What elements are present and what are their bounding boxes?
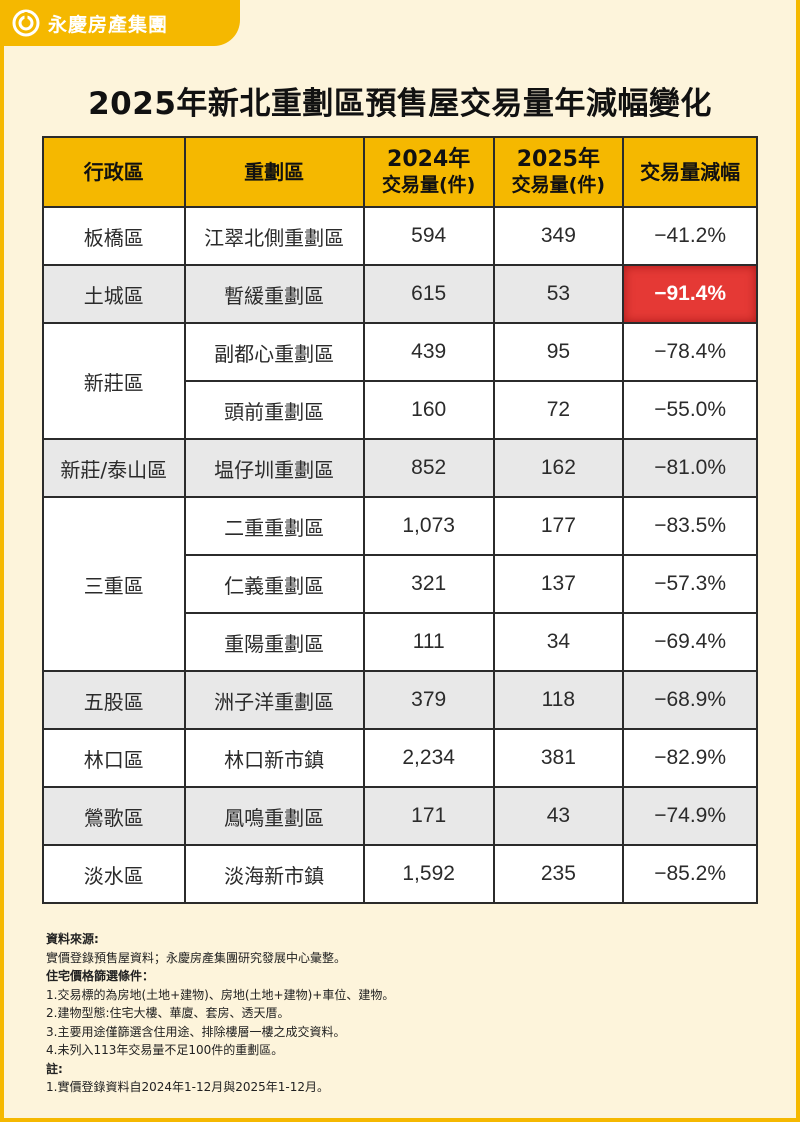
zone-cell: 洲子洋重劃區: [183, 670, 365, 730]
zone-cell: 塭仔圳重劃區: [183, 438, 365, 498]
header-zone: 重劃區: [183, 136, 365, 208]
volume-2025-cell: 381: [492, 728, 625, 788]
table-row: 三重區 二重重劃區 1,073 177 −83.5%: [42, 496, 758, 672]
table-row: 鶯歌區 鳳鳴重劃區 171 43 −74.9%: [42, 786, 758, 846]
volume-2025-cell: 235: [492, 844, 625, 904]
district-cell: 三重區: [42, 496, 186, 672]
header-change: 交易量減幅: [622, 136, 758, 208]
source-text: 實價登錄預售屋資料；永慶房產集團研究發展中心彙整。: [46, 950, 347, 965]
table-row: 頭前重劃區 160 72 −55.0%: [43, 380, 758, 440]
change-cell: −85.2%: [622, 844, 758, 904]
volume-2025-cell: 162: [492, 438, 625, 498]
volume-2025-cell: 95: [492, 322, 625, 382]
table-row: 五股區 洲子洋重劃區 379 118 −68.9%: [42, 670, 758, 730]
zone-cell: 暫緩重劃區: [183, 264, 365, 324]
change-cell: −74.9%: [622, 786, 758, 846]
table-header-row: 行政區 重劃區 2024年 交易量(件) 2025年 交易量(件) 交易量減幅: [42, 136, 758, 208]
data-table: 行政區 重劃區 2024年 交易量(件) 2025年 交易量(件) 交易量減幅 …: [42, 136, 758, 904]
volume-2025-cell: 118: [492, 670, 625, 730]
header-2024-year: 2024年: [387, 147, 471, 173]
brand-name: 永慶房產集團: [48, 13, 169, 36]
change-cell: −68.9%: [622, 670, 758, 730]
header-2025-unit: 交易量(件): [511, 173, 606, 196]
header-2025-year: 2025年: [516, 147, 600, 173]
volume-2025-cell: 72: [492, 380, 625, 440]
table-row: 重陽重劃區 111 34 −69.4%: [43, 612, 758, 672]
volume-2025-cell: 53: [492, 264, 625, 324]
zone-cell: 二重重劃區: [183, 496, 365, 556]
volume-2025-cell: 177: [492, 496, 625, 556]
volume-2025-cell: 43: [492, 786, 625, 846]
volume-2024-cell: 171: [362, 786, 495, 846]
zone-cell: 副都心重劃區: [183, 322, 365, 382]
district-cell: 林口區: [42, 728, 186, 788]
header-2024-unit: 交易量(件): [381, 173, 476, 196]
volume-2024-cell: 852: [362, 438, 495, 498]
zone-cell: 江翠北側重劃區: [183, 206, 365, 266]
district-cell: 五股區: [42, 670, 186, 730]
volume-2024-cell: 1,073: [362, 496, 495, 556]
footnotes: 資料來源: 實價登錄預售屋資料；永慶房產集團研究發展中心彙整。 住宅價格篩選條件…: [46, 930, 756, 1097]
volume-2025-cell: 34: [492, 612, 625, 672]
zone-cell: 林口新市鎮: [183, 728, 365, 788]
change-cell: −78.4%: [622, 322, 758, 382]
district-cell: 鶯歌區: [42, 786, 186, 846]
volume-2024-cell: 2,234: [362, 728, 495, 788]
district-cell: 新莊/泰山區: [42, 438, 186, 498]
header-2025: 2025年 交易量(件): [492, 136, 625, 208]
change-cell: −69.4%: [622, 612, 758, 672]
table-row: 仁義重劃區 321 137 −57.3%: [43, 554, 758, 614]
table-row: 土城區 暫緩重劃區 615 53 −91.4%: [42, 264, 758, 324]
district-cell: 板橋區: [42, 206, 186, 266]
volume-2024-cell: 160: [362, 380, 495, 440]
table-row: 林口區 林口新市鎮 2,234 381 −82.9%: [42, 728, 758, 788]
district-cell: 土城區: [42, 264, 186, 324]
criteria-item: 2.建物型態:住宅大樓、華廈、套房、透天厝。: [46, 1006, 290, 1020]
volume-2025-cell: 349: [492, 206, 625, 266]
note-heading: 註:: [46, 1061, 63, 1076]
zone-cell: 重陽重劃區: [183, 612, 365, 672]
zone-cell: 淡海新市鎮: [183, 844, 365, 904]
brand-logo: 永慶房產集團: [0, 0, 240, 46]
table-row: 新莊/泰山區 塭仔圳重劃區 852 162 −81.0%: [42, 438, 758, 498]
page-title: 2025年新北重劃區預售屋交易量年減幅變化: [88, 86, 712, 122]
change-cell: −57.3%: [622, 554, 758, 614]
volume-2024-cell: 615: [362, 264, 495, 324]
header-district: 行政區: [42, 136, 186, 208]
criteria-heading: 住宅價格篩選條件：: [46, 969, 155, 983]
volume-2025-cell: 137: [492, 554, 625, 614]
change-cell: −55.0%: [622, 380, 758, 440]
zone-cell: 頭前重劃區: [183, 380, 365, 440]
note-text: 1.實價登錄資料自2024年1-12月與2025年1-12月。: [46, 1080, 329, 1094]
criteria-item: 1.交易標的為房地(土地+建物)、房地(土地+建物)+車位、建物。: [46, 987, 395, 1002]
volume-2024-cell: 379: [362, 670, 495, 730]
change-cell-highlighted: −91.4%: [622, 264, 758, 324]
change-cell: −83.5%: [622, 496, 758, 556]
table-row: 板橋區 江翠北側重劃區 594 349 −41.2%: [42, 206, 758, 266]
table-row: 新莊區 副都心重劃區 439 95 −78.4%: [42, 322, 758, 440]
change-cell: −82.9%: [622, 728, 758, 788]
change-cell: −41.2%: [622, 206, 758, 266]
volume-2024-cell: 1,592: [362, 844, 495, 904]
brand-logo-icon: [12, 9, 40, 37]
district-cell: 淡水區: [42, 844, 186, 904]
volume-2024-cell: 439: [362, 322, 495, 382]
criteria-item: 4.未列入113年交易量不足100件的重劃區。: [46, 1043, 284, 1057]
change-cell: −81.0%: [622, 438, 758, 498]
table-row: 淡水區 淡海新市鎮 1,592 235 −85.2%: [42, 844, 758, 904]
zone-cell: 仁義重劃區: [183, 554, 365, 614]
district-cell: 新莊區: [42, 322, 186, 440]
zone-cell: 鳳鳴重劃區: [183, 786, 365, 846]
criteria-item: 3.主要用途僅篩選含住用途、排除樓層一樓之成交資料。: [46, 1024, 346, 1039]
volume-2024-cell: 111: [362, 612, 495, 672]
volume-2024-cell: 321: [362, 554, 495, 614]
volume-2024-cell: 594: [362, 206, 495, 266]
source-heading: 資料來源:: [46, 932, 99, 946]
header-2024: 2024年 交易量(件): [362, 136, 495, 208]
